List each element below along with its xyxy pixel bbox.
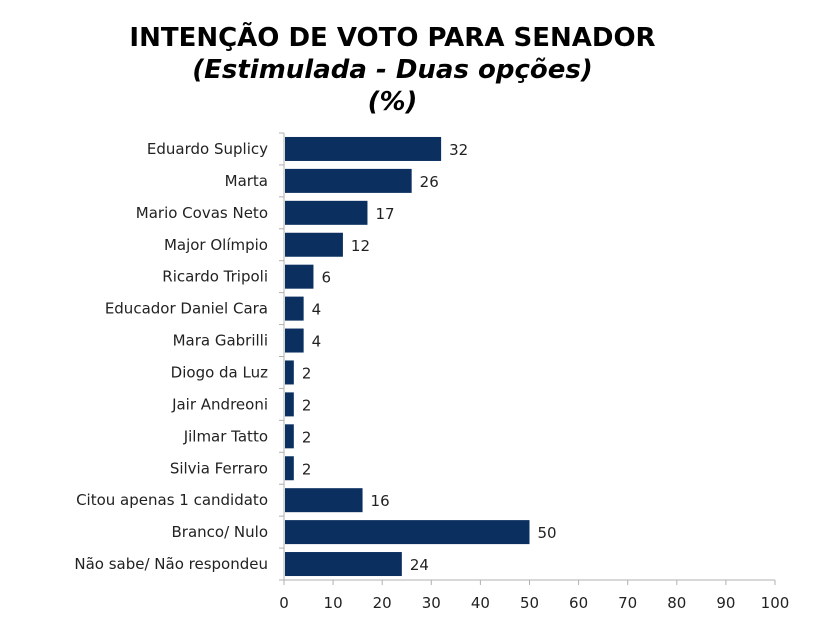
bar bbox=[285, 552, 402, 577]
chart-title: INTENÇÃO DE VOTO PARA SENADOR bbox=[129, 23, 656, 53]
x-tick-label: 20 bbox=[373, 594, 392, 612]
bar bbox=[285, 456, 294, 481]
category-label: Jilmar Tatto bbox=[183, 427, 268, 445]
category-label: Diogo da Luz bbox=[171, 363, 268, 381]
data-label: 17 bbox=[375, 205, 394, 223]
category-label: Jair Andreoni bbox=[171, 395, 268, 413]
bar bbox=[285, 296, 304, 321]
bar bbox=[285, 360, 294, 385]
category-label: Marta bbox=[225, 172, 268, 190]
data-label: 4 bbox=[312, 333, 322, 351]
plot-area: 0 10 20 30 40 50 60 70 80 90 100 Eduardo Suplicy 32 M… bbox=[74, 132, 790, 612]
data-label: 32 bbox=[449, 141, 468, 159]
x-tick-label: 50 bbox=[520, 594, 539, 612]
bar bbox=[285, 488, 363, 513]
bar bbox=[285, 232, 343, 257]
bar bbox=[285, 136, 442, 161]
data-label: 16 bbox=[371, 492, 390, 510]
chart-title-block: INTENÇÃO DE VOTO PARA SENADOR (Estimulad… bbox=[0, 22, 785, 118]
x-tick-label: 100 bbox=[761, 594, 790, 612]
chart-unit-label: (%) bbox=[367, 87, 418, 117]
category-label: Citou apenas 1 candidato bbox=[76, 491, 268, 509]
category-label: Silvia Ferraro bbox=[170, 459, 268, 477]
x-tick-label: 70 bbox=[618, 594, 637, 612]
bar bbox=[285, 392, 294, 417]
x-tick-label: 90 bbox=[716, 594, 735, 612]
chart-subtitle: (Estimulada - Duas opções) bbox=[192, 55, 593, 85]
data-label: 2 bbox=[302, 396, 312, 414]
x-tick-label: 30 bbox=[422, 594, 441, 612]
x-tick-label: 10 bbox=[324, 594, 343, 612]
data-label: 6 bbox=[321, 269, 331, 287]
data-label: 2 bbox=[302, 460, 312, 478]
x-tick-label: 0 bbox=[279, 594, 289, 612]
category-label: Major Olímpio bbox=[164, 236, 268, 254]
x-tick-label: 80 bbox=[667, 594, 686, 612]
category-label: Ricardo Tripoli bbox=[162, 268, 268, 286]
category-label: Não sabe/ Não respondeu bbox=[74, 555, 268, 573]
data-label: 4 bbox=[312, 301, 322, 319]
bar bbox=[285, 264, 314, 289]
data-label: 2 bbox=[302, 428, 312, 446]
x-tick-label: 60 bbox=[569, 594, 588, 612]
bar bbox=[285, 328, 304, 353]
bar bbox=[285, 520, 530, 545]
data-label: 12 bbox=[351, 237, 370, 255]
category-label: Mario Covas Neto bbox=[136, 204, 268, 222]
x-tick-label: 40 bbox=[471, 594, 490, 612]
category-label: Branco/ Nulo bbox=[172, 523, 268, 541]
category-label: Educador Daniel Cara bbox=[105, 300, 268, 318]
category-label: Mara Gabrilli bbox=[173, 332, 268, 350]
bar bbox=[285, 200, 368, 225]
bar bbox=[285, 168, 412, 193]
data-label: 50 bbox=[538, 524, 557, 542]
data-label: 2 bbox=[302, 364, 312, 382]
bar bbox=[285, 424, 294, 449]
data-label: 24 bbox=[410, 556, 429, 574]
data-label: 26 bbox=[420, 173, 439, 191]
category-label: Eduardo Suplicy bbox=[147, 140, 268, 158]
